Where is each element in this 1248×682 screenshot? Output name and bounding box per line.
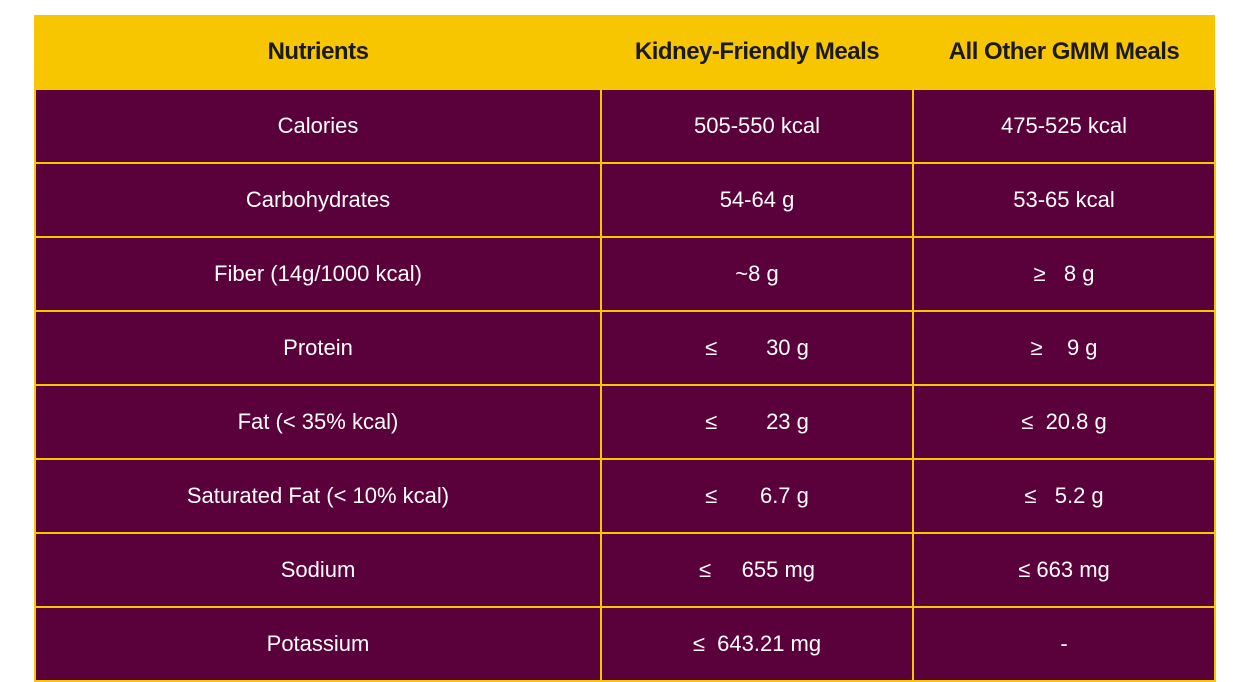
cell-text: Sodium xyxy=(280,557,356,582)
other-gmm-value-cell: ≥ 8 g xyxy=(912,236,1216,312)
kidney-friendly-value-cell: ~8 g xyxy=(600,236,914,312)
nutrient-name-cell: Fat (< 35% kcal) xyxy=(34,384,602,460)
cell-text: Fiber (14g/1000 kcal) xyxy=(214,261,422,286)
cell-text: ≤ 643.21 mg xyxy=(692,631,822,656)
kidney-friendly-value-cell: ≤ 30 g xyxy=(600,310,914,386)
kidney-friendly-value-cell: ≤ 643.21 mg xyxy=(600,606,914,682)
cell-text: 54-64 g xyxy=(719,187,795,212)
cell-text: Carbohydrates xyxy=(245,187,391,212)
cell-text: 505-550 kcal xyxy=(694,113,820,138)
cell-text: ≥ 9 g xyxy=(1030,335,1098,360)
cell-text: Potassium xyxy=(266,631,370,656)
nutrition-comparison-table: Nutrients Kidney-Friendly Meals All Othe… xyxy=(34,15,1216,682)
table-row-potassium: Potassium ≤ 643.21 mg - xyxy=(34,606,1216,682)
table-row-carbohydrates: Carbohydrates 54-64 g 53-65 kcal xyxy=(34,162,1216,238)
cell-text: ≤ 23 g xyxy=(705,409,809,434)
other-gmm-value-cell: - xyxy=(912,606,1216,682)
table-row-fat: Fat (< 35% kcal) ≤ 23 g ≤ 20.8 g xyxy=(34,384,1216,460)
cell-text: ≤ 663 mg xyxy=(1018,557,1110,582)
cell-text: ≤ 20.8 g xyxy=(1021,409,1107,434)
nutrient-name-cell: Saturated Fat (< 10% kcal) xyxy=(34,458,602,534)
table-row-protein: Protein ≤ 30 g ≥ 9 g xyxy=(34,310,1216,386)
cell-text: ≤ 5.2 g xyxy=(1024,483,1104,508)
cell-text: Calories xyxy=(277,113,359,138)
table-row-saturated-fat: Saturated Fat (< 10% kcal) ≤ 6.7 g ≤ 5.2 g xyxy=(34,458,1216,534)
header-nutrients: Nutrients xyxy=(35,15,601,89)
kidney-friendly-value-cell: ≤ 6.7 g xyxy=(600,458,914,534)
kidney-friendly-value-cell: ≤ 23 g xyxy=(600,384,914,460)
cell-text: ≥ 8 g xyxy=(1033,261,1095,286)
nutrient-name-cell: Sodium xyxy=(34,532,602,608)
other-gmm-value-cell: 475-525 kcal xyxy=(912,88,1216,164)
table-row-calories: Calories 505-550 kcal 475-525 kcal xyxy=(34,88,1216,164)
cell-text: 53-65 kcal xyxy=(1013,187,1115,212)
nutrient-name-cell: Calories xyxy=(34,88,602,164)
header-kidney-friendly-meals: Kidney-Friendly Meals xyxy=(601,15,913,89)
cell-text: ≤ 6.7 g xyxy=(705,483,809,508)
nutrient-name-cell: Carbohydrates xyxy=(34,162,602,238)
other-gmm-value-cell: ≤ 663 mg xyxy=(912,532,1216,608)
other-gmm-value-cell: ≤ 20.8 g xyxy=(912,384,1216,460)
nutrient-name-cell: Fiber (14g/1000 kcal) xyxy=(34,236,602,312)
cell-text: Fat (< 35% kcal) xyxy=(237,409,399,434)
cell-text: ~8 g xyxy=(735,261,779,286)
table-row-sodium: Sodium ≤ 655 mg ≤ 663 mg xyxy=(34,532,1216,608)
cell-text: Saturated Fat (< 10% kcal) xyxy=(186,483,450,508)
cell-text: Protein xyxy=(283,335,353,360)
header-all-other-gmm-meals: All Other GMM Meals xyxy=(913,15,1215,89)
other-gmm-value-cell: 53-65 kcal xyxy=(912,162,1216,238)
nutrient-name-cell: Potassium xyxy=(34,606,602,682)
cell-text: ≤ 30 g xyxy=(705,335,809,360)
other-gmm-value-cell: ≤ 5.2 g xyxy=(912,458,1216,534)
kidney-friendly-value-cell: 54-64 g xyxy=(600,162,914,238)
kidney-friendly-value-cell: 505-550 kcal xyxy=(600,88,914,164)
header-row: Nutrients Kidney-Friendly Meals All Othe… xyxy=(35,15,1215,89)
nutrient-name-cell: Protein xyxy=(34,310,602,386)
cell-text: - xyxy=(1060,631,1068,656)
cell-text: 475-525 kcal xyxy=(1001,113,1127,138)
nutrition-comparison-table-container: Nutrients Kidney-Friendly Meals All Othe… xyxy=(34,15,1216,682)
table-row-fiber: Fiber (14g/1000 kcal) ~8 g ≥ 8 g xyxy=(34,236,1216,312)
cell-text: ≤ 655 mg xyxy=(698,557,815,582)
other-gmm-value-cell: ≥ 9 g xyxy=(912,310,1216,386)
kidney-friendly-value-cell: ≤ 655 mg xyxy=(600,532,914,608)
